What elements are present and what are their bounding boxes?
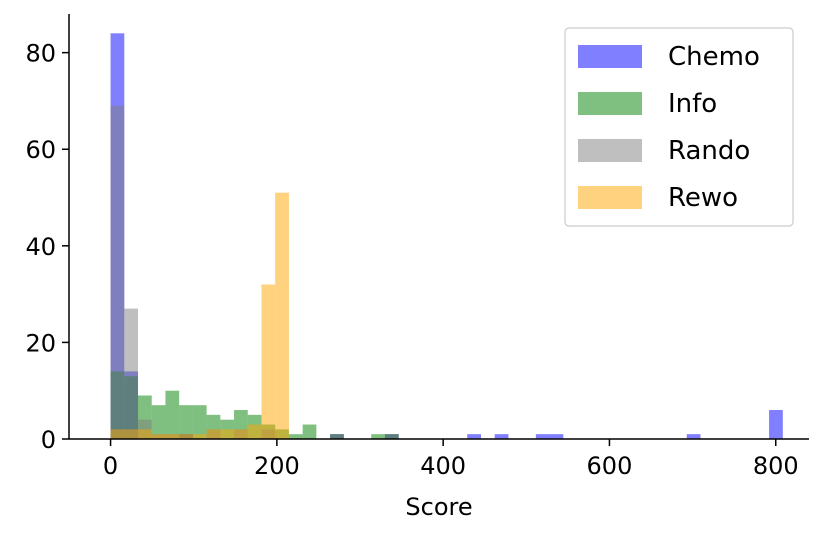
bar-chemo-6	[494, 434, 509, 439]
legend-label-chemo: Chemo	[668, 42, 760, 72]
bar-info-16	[371, 434, 385, 439]
bar-rando-10	[384, 434, 399, 439]
bar-rewo-9	[234, 429, 248, 439]
bar-rewo-8	[220, 429, 235, 439]
bars-layer	[110, 33, 783, 439]
y-tick-label-20: 20	[25, 329, 56, 357]
legend-items: Chemo Info Rando Rewo	[578, 42, 760, 213]
x-tick-label-200: 200	[254, 452, 300, 480]
x-tick-label-600: 600	[587, 452, 633, 480]
legend-frame	[564, 27, 794, 227]
x-tick-label-400: 400	[420, 452, 466, 480]
y-tick-label-40: 40	[25, 233, 56, 261]
bar-chemo-8	[549, 434, 564, 439]
bar-chemo-9	[686, 434, 701, 439]
bar-chemo-10	[769, 410, 783, 439]
bar-rewo-6	[192, 434, 207, 439]
bar-rando-9	[330, 434, 344, 439]
bar-rewo-10	[247, 424, 262, 439]
bar-rando-0	[110, 105, 125, 439]
bar-info-13	[288, 434, 303, 439]
axes-layer	[68, 14, 809, 440]
bar-rewo-12	[275, 192, 289, 439]
legend-swatch-chemo	[578, 45, 642, 68]
bar-rewo-2	[138, 429, 152, 439]
legend-swatch-rewo	[578, 186, 642, 209]
legend-label-info: Info	[668, 89, 717, 119]
y-tick-label-0: 0	[41, 426, 56, 454]
bar-info-3	[151, 405, 166, 439]
legend-swatch-rando	[578, 139, 642, 162]
bar-rewo-3	[151, 434, 166, 439]
x-ticks: 0 200 400 600 800	[103, 439, 799, 480]
x-axis-title: Score	[405, 493, 472, 521]
bar-rewo-0	[110, 429, 125, 439]
legend-label-rando: Rando	[668, 136, 750, 166]
x-tick-label-800: 800	[753, 452, 799, 480]
bar-rewo-11	[261, 284, 276, 439]
bar-chemo-5	[467, 434, 481, 439]
bar-rewo-5	[179, 434, 193, 439]
bar-info-6	[192, 405, 207, 439]
y-tick-label-60: 60	[25, 136, 56, 164]
bar-info-4	[165, 390, 180, 439]
bar-rewo-1	[124, 429, 139, 439]
x-tick-label-0: 0	[103, 452, 118, 480]
bar-chemo-7	[535, 434, 550, 439]
bar-info-5	[179, 405, 193, 439]
legend: Chemo Info Rando Rewo	[564, 27, 794, 227]
y-tick-label-80: 80	[25, 40, 56, 68]
legend-label-rewo: Rewo	[668, 183, 738, 213]
bar-rewo-4	[165, 434, 180, 439]
bar-info-14	[302, 424, 317, 439]
bar-rando-1	[124, 308, 139, 439]
y-ticks: 0 20 40 60 80	[25, 40, 69, 454]
legend-swatch-info	[578, 92, 642, 115]
bar-rewo-7	[206, 429, 221, 439]
